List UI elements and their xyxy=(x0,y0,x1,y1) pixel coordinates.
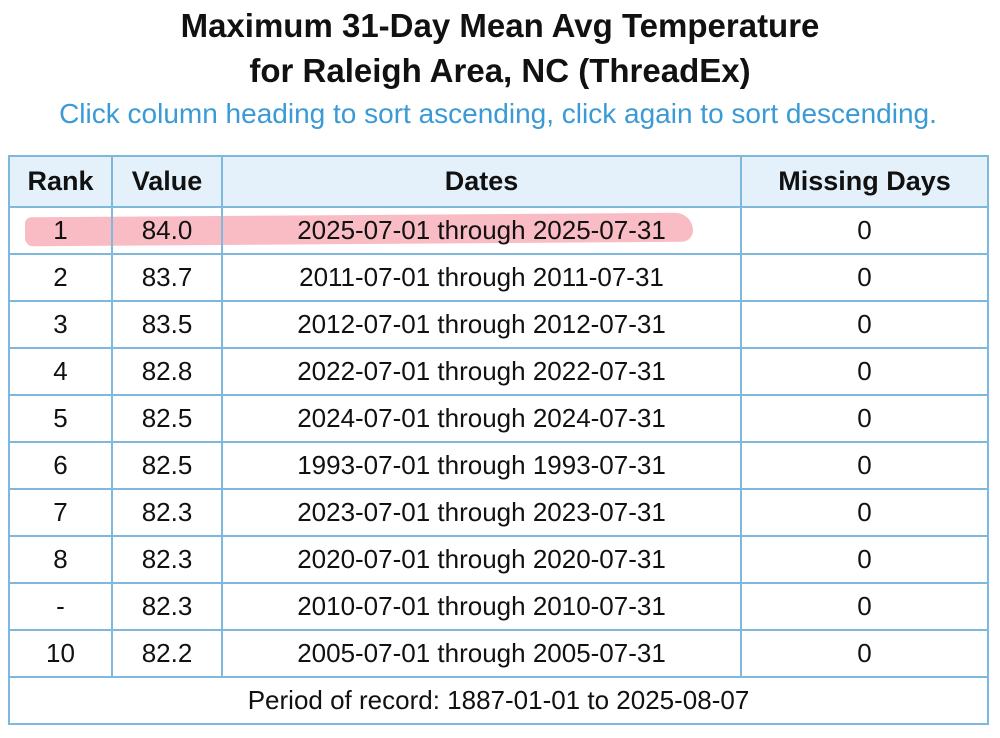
value-cell: 82.3 xyxy=(111,535,223,584)
value-cell: 83.5 xyxy=(111,300,223,349)
rank-cell: 10 xyxy=(8,629,113,678)
value-cell: 82.3 xyxy=(111,582,223,631)
table-row: 6 82.5 1993-07-01 through 1993-07-31 0 xyxy=(8,441,989,490)
table-row: 1 84.0 2025-07-01 through 2025-07-31 0 xyxy=(8,206,989,255)
page-title: Maximum 31-Day Mean Avg Temperature xyxy=(180,7,820,44)
rank-cell: 5 xyxy=(8,394,113,443)
missing-days-cell: 0 xyxy=(740,582,989,631)
missing-days-cell: 0 xyxy=(740,206,989,255)
period-of-record: Period of record: 1887-01-01 to 2025-08-… xyxy=(8,676,989,725)
sort-instructions: Click column heading to sort ascending, … xyxy=(59,98,937,129)
rank-cell: 2 xyxy=(8,253,113,302)
missing-days-cell: 0 xyxy=(740,488,989,537)
value-cell: 84.0 xyxy=(111,206,223,255)
column-header-rank[interactable]: Rank xyxy=(8,155,113,208)
rank-cell: 7 xyxy=(8,488,113,537)
footer-row: Period of record: 1887-01-01 to 2025-08-… xyxy=(8,676,989,725)
dates-cell: 2022-07-01 through 2022-07-31 xyxy=(221,347,742,396)
dates-cell: 2023-07-01 through 2023-07-31 xyxy=(221,488,742,537)
missing-days-cell: 0 xyxy=(740,629,989,678)
header-row: Rank Value Dates Missing Days xyxy=(8,155,989,208)
page-subtitle: for Raleigh Area, NC (ThreadEx) xyxy=(249,52,751,89)
value-cell: 82.3 xyxy=(111,488,223,537)
table-row: 4 82.8 2022-07-01 through 2022-07-31 0 xyxy=(8,347,989,396)
column-header-value[interactable]: Value xyxy=(111,155,223,208)
column-header-dates[interactable]: Dates xyxy=(221,155,742,208)
missing-days-cell: 0 xyxy=(740,253,989,302)
value-cell: 82.5 xyxy=(111,441,223,490)
missing-days-cell: 0 xyxy=(740,300,989,349)
missing-days-cell: 0 xyxy=(740,535,989,584)
missing-days-cell: 0 xyxy=(740,441,989,490)
value-cell: 82.5 xyxy=(111,394,223,443)
table-row: 5 82.5 2024-07-01 through 2024-07-31 0 xyxy=(8,394,989,443)
rank-cell: 4 xyxy=(8,347,113,396)
value-cell: 82.2 xyxy=(111,629,223,678)
value-cell: 83.7 xyxy=(111,253,223,302)
table-row: - 82.3 2010-07-01 through 2010-07-31 0 xyxy=(8,582,989,631)
table-row: 8 82.3 2020-07-01 through 2020-07-31 0 xyxy=(8,535,989,584)
rank-cell: 1 xyxy=(8,206,113,255)
missing-days-cell: 0 xyxy=(740,394,989,443)
missing-days-cell: 0 xyxy=(740,347,989,396)
table-row: 10 82.2 2005-07-01 through 2005-07-31 0 xyxy=(8,629,989,678)
rank-cell: - xyxy=(8,582,113,631)
value-cell: 82.8 xyxy=(111,347,223,396)
dates-cell: 2024-07-01 through 2024-07-31 xyxy=(221,394,742,443)
table-row: 2 83.7 2011-07-01 through 2011-07-31 0 xyxy=(8,253,989,302)
dates-cell: 2005-07-01 through 2005-07-31 xyxy=(221,629,742,678)
rank-cell: 3 xyxy=(8,300,113,349)
dates-cell: 2020-07-01 through 2020-07-31 xyxy=(221,535,742,584)
dates-cell: 2012-07-01 through 2012-07-31 xyxy=(221,300,742,349)
dates-cell: 2025-07-01 through 2025-07-31 xyxy=(221,206,742,255)
table-row: 3 83.5 2012-07-01 through 2012-07-31 0 xyxy=(8,300,989,349)
rank-cell: 6 xyxy=(8,441,113,490)
dates-cell: 2010-07-01 through 2010-07-31 xyxy=(221,582,742,631)
dates-cell: 1993-07-01 through 1993-07-31 xyxy=(221,441,742,490)
records-table: Rank Value Dates Missing Days 1 84.0 202… xyxy=(8,155,989,725)
table-row: 7 82.3 2023-07-01 through 2023-07-31 0 xyxy=(8,488,989,537)
dates-cell: 2011-07-01 through 2011-07-31 xyxy=(221,253,742,302)
rank-cell: 8 xyxy=(8,535,113,584)
column-header-missing-days[interactable]: Missing Days xyxy=(740,155,989,208)
